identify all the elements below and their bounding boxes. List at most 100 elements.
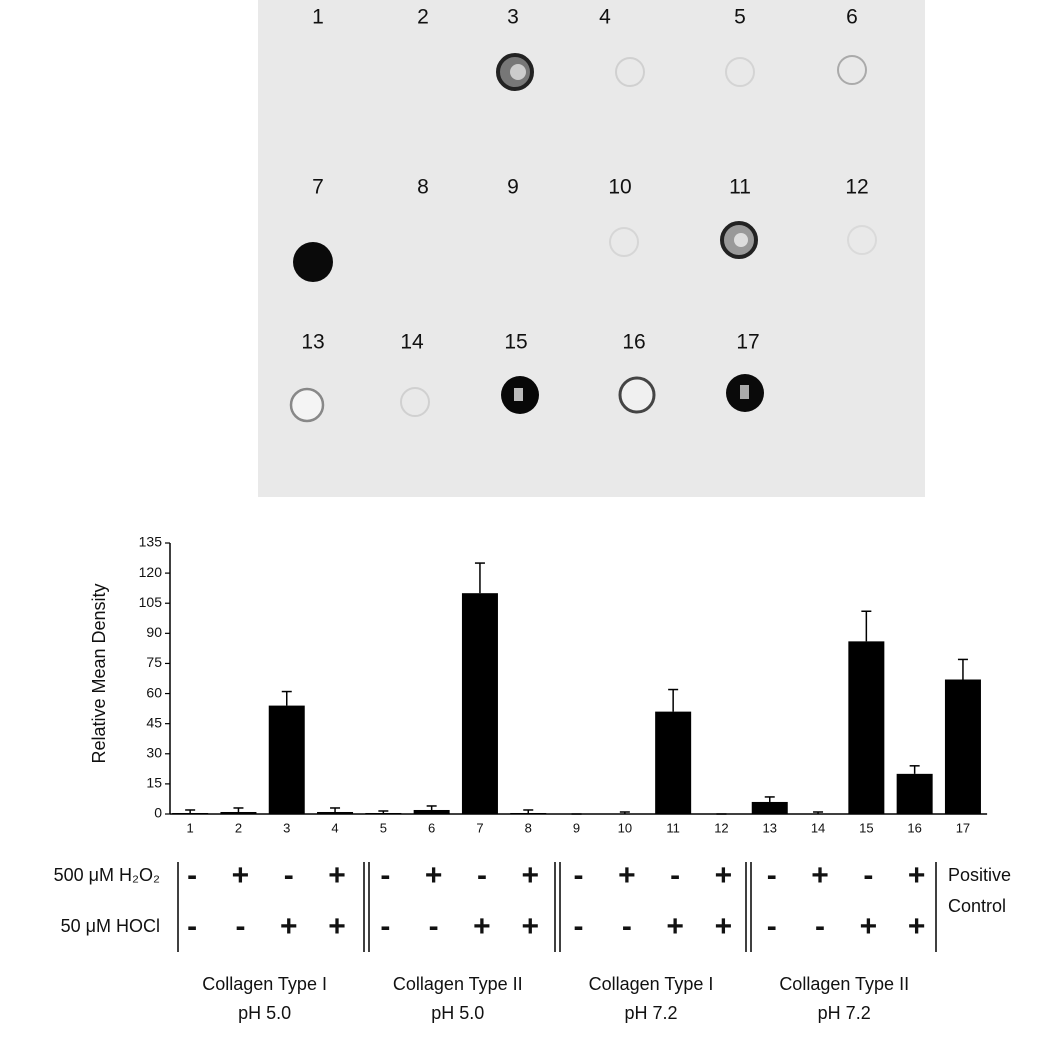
group-ph: pH 7.2 [818, 1003, 871, 1023]
sign: - [622, 910, 632, 943]
positive-control-label: Positive [948, 865, 1011, 885]
spot [293, 242, 333, 282]
bar [461, 593, 498, 814]
bar [751, 801, 788, 814]
x-tick-label: 5 [380, 820, 387, 835]
spot-center [514, 388, 523, 401]
x-tick-label: 4 [331, 820, 338, 835]
sign: - [574, 859, 584, 892]
x-tick-label: 7 [476, 820, 483, 835]
bar [220, 811, 257, 814]
sign: + [715, 910, 733, 943]
y-tick-label: 75 [146, 654, 162, 670]
spot-center [734, 233, 748, 247]
blot-label: 5 [734, 6, 746, 29]
blot-membrane [258, 0, 925, 497]
positive-control-label: Control [948, 896, 1006, 916]
x-tick-label: 11 [666, 820, 680, 835]
bar [655, 711, 692, 814]
sign: - [574, 910, 584, 943]
sign: + [715, 859, 733, 892]
y-tick-label: 0 [154, 805, 162, 821]
sign: + [860, 910, 878, 943]
y-tick-label: 30 [146, 744, 162, 760]
y-tick-label: 15 [146, 775, 162, 791]
bar [413, 809, 450, 814]
sign: + [328, 910, 346, 943]
sign: - [235, 910, 245, 943]
blot-spots [289, 53, 877, 423]
sign: - [670, 859, 680, 892]
blot-label: 16 [622, 331, 645, 354]
y-tick-label: 120 [139, 564, 163, 580]
y-tick-label: 45 [146, 714, 162, 730]
spot [847, 225, 877, 255]
spot [609, 227, 639, 257]
sign: - [380, 859, 390, 892]
sign: - [429, 910, 439, 943]
bar [317, 811, 354, 814]
x-tick-label: 16 [907, 820, 921, 835]
sign: - [284, 859, 294, 892]
blot-label: 8 [417, 176, 429, 199]
sign: + [521, 859, 539, 892]
bar [944, 679, 981, 814]
blot-label: 14 [400, 331, 424, 354]
blot-label: 10 [608, 176, 631, 199]
bar [268, 705, 305, 814]
sign: + [666, 910, 684, 943]
spot-center [740, 385, 749, 399]
sign: + [811, 859, 829, 892]
spot [289, 387, 325, 423]
group-ph: pH 5.0 [238, 1003, 291, 1023]
blot-label: 13 [301, 331, 324, 354]
bar [896, 773, 933, 814]
group-name: Collagen Type I [589, 974, 714, 994]
blot-label: 12 [845, 176, 868, 199]
x-tick-label: 8 [525, 820, 532, 835]
spot [837, 55, 867, 85]
sign: + [618, 859, 636, 892]
blot-label: 4 [599, 6, 611, 29]
blot-label: 6 [846, 6, 858, 29]
sign: + [425, 859, 443, 892]
spot [618, 376, 656, 414]
sign: + [908, 910, 926, 943]
bar [365, 812, 402, 814]
sign: - [477, 859, 487, 892]
spot [615, 57, 645, 87]
y-tick-label: 135 [139, 534, 163, 550]
bar [510, 812, 547, 814]
blot-label: 15 [504, 331, 527, 354]
blot-label: 3 [507, 6, 519, 29]
x-tick-label: 15 [859, 820, 873, 835]
x-tick-label: 13 [763, 820, 777, 835]
bar [848, 641, 885, 814]
blot-label: 2 [417, 6, 429, 29]
spot [400, 387, 430, 417]
treatment-table: 500 μM H₂O₂ - + - + - + - + - + - + - + - +50 μM HOCl - - +… [54, 859, 1011, 1023]
row-label: 50 μM HOCl [61, 916, 160, 936]
sign: - [187, 910, 197, 943]
y-tick-label: 90 [146, 624, 162, 640]
y-tick-label: 105 [139, 594, 163, 610]
sign: - [187, 859, 197, 892]
sign: - [380, 910, 390, 943]
x-tick-label: 2 [235, 820, 242, 835]
x-tick-label: 1 [187, 820, 194, 835]
x-tick-label: 6 [428, 820, 435, 835]
blot-label: 1 [312, 6, 324, 29]
sign: + [521, 910, 539, 943]
group-name: Collagen Type I [202, 974, 327, 994]
group-name: Collagen Type II [779, 974, 909, 994]
spot-center [510, 64, 526, 80]
x-tick-label: 10 [618, 820, 632, 835]
x-tick-label: 3 [283, 820, 290, 835]
bar [172, 812, 209, 814]
blot-label: 7 [312, 176, 324, 199]
sign: - [767, 859, 777, 892]
sign: - [815, 910, 825, 943]
